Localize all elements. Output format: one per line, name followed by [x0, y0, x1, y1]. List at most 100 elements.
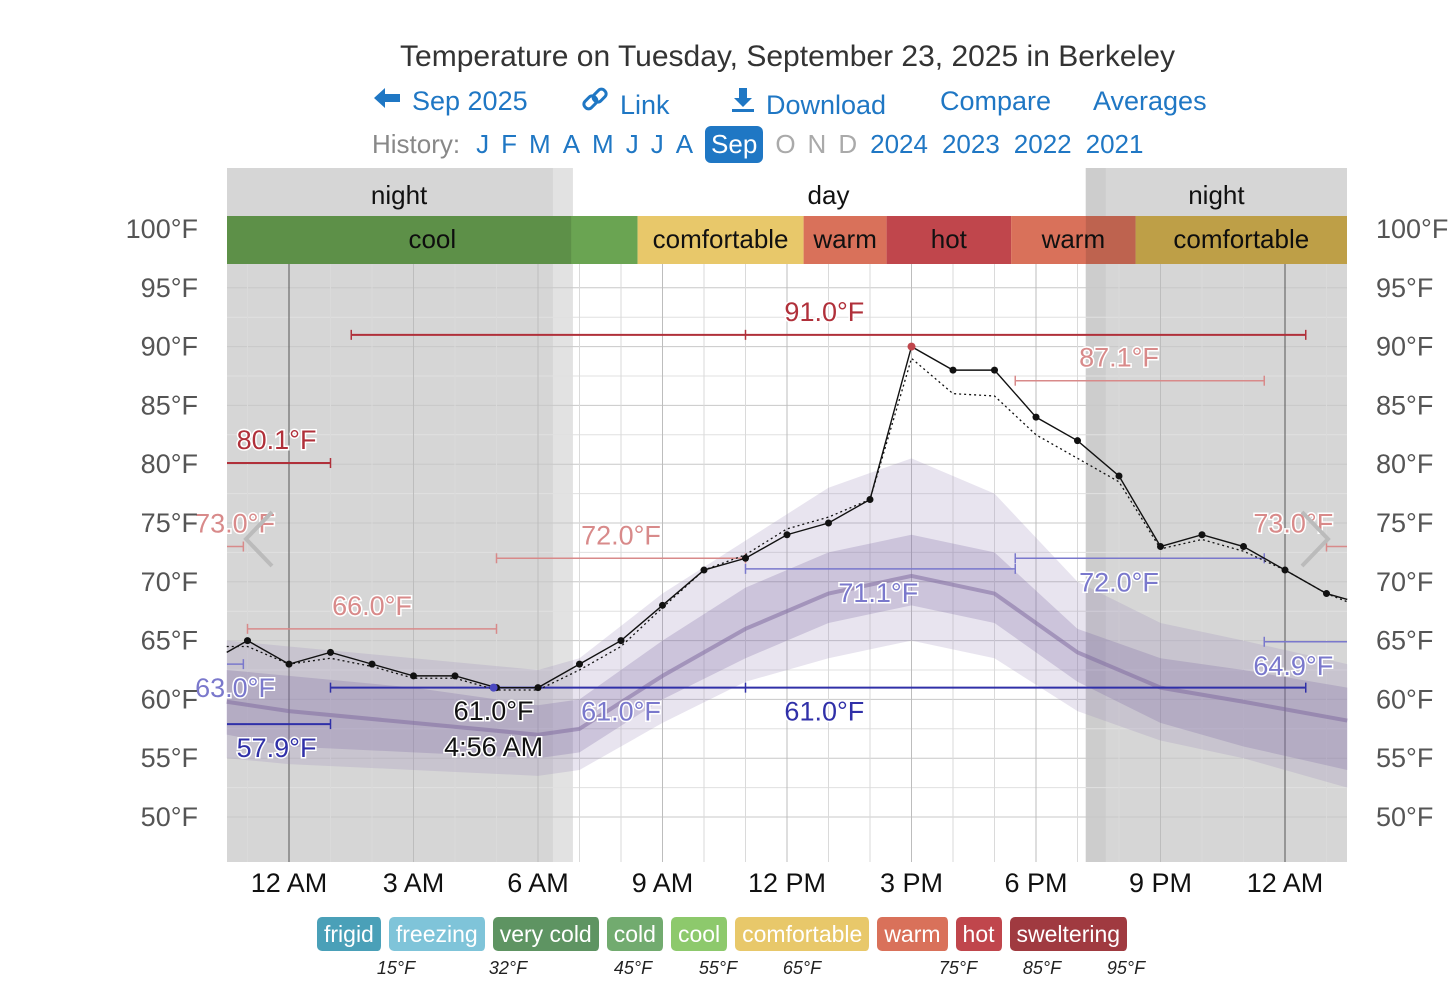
download-button[interactable]: Download [730, 86, 886, 122]
y-tick-right-1: 95°F [1376, 273, 1433, 303]
min-point [489, 683, 498, 692]
history-month-4[interactable]: M [592, 129, 614, 159]
annotation-label-5: 72.0°F [581, 520, 661, 550]
history-month-2[interactable]: M [529, 129, 551, 159]
y-tick-left-7: 65°F [141, 626, 198, 656]
y-tick-left-5: 75°F [141, 508, 198, 538]
min-callout-time: 4:56 AM [444, 732, 543, 762]
legend-threshold: 55°F [698, 958, 738, 978]
history-month-6[interactable]: J [650, 129, 664, 159]
compare-link[interactable]: Compare [940, 86, 1052, 116]
band-night-overlay-0 [227, 216, 572, 264]
temperature-point [659, 601, 666, 609]
history-month-10: N [807, 129, 827, 159]
annotation-label-7: 71.1°F [838, 578, 918, 608]
legend-item-freezing[interactable]: freezing [388, 917, 487, 951]
y-tick-right-5: 75°F [1376, 508, 1433, 538]
history-year-2023[interactable]: 2023 [941, 129, 1000, 159]
legend-item-warm[interactable]: warm [877, 917, 950, 951]
legend-item-comfortable[interactable]: comfortable [735, 917, 872, 951]
comfort-band-label-5: comfortable [1173, 224, 1309, 254]
legend-threshold: 95°F [1106, 958, 1146, 978]
legend-item-very-cold[interactable]: very cold [492, 917, 601, 951]
temperature-point [1281, 566, 1289, 574]
averages-link[interactable]: Averages [1093, 86, 1207, 116]
y-tick-left-0: 100°F [126, 214, 198, 244]
link-button[interactable]: Link [580, 86, 670, 122]
legend-item-cool[interactable]: cool [670, 917, 730, 951]
history-month-3[interactable]: A [562, 129, 581, 159]
temperature-point [1115, 472, 1123, 480]
normal-band-outer [226, 458, 1348, 788]
comfort-band-label-2: warm [812, 224, 877, 254]
arrow-left-icon [372, 86, 402, 117]
history-year-2021[interactable]: 2021 [1085, 129, 1144, 159]
annotation-label-13: 57.9°F [237, 733, 317, 763]
temperature-point [949, 366, 957, 374]
y-tick-right-10: 50°F [1376, 802, 1433, 832]
history-month-5[interactable]: J [625, 129, 639, 159]
legend-threshold: 75°F [938, 958, 978, 978]
history-month-8[interactable]: Sep [705, 126, 764, 163]
annotation-label-6: 66.0°F [332, 591, 412, 621]
comfort-legend: frigid freezing very cold cold cool comfortab… [317, 917, 1130, 953]
next-day-arrow[interactable] [1298, 508, 1334, 570]
annotation-label-11: 61.0°F [784, 697, 864, 727]
link-label: Link [620, 90, 670, 120]
page-title: Temperature on Tuesday, September 23, 20… [400, 40, 1175, 73]
annotation-label-9: 64.9°F [1253, 651, 1333, 681]
band-night-overlay-2 [1085, 216, 1347, 264]
y-tick-left-9: 55°F [141, 743, 198, 773]
x-tick-0: 12 AM [251, 868, 328, 898]
annotation-label-2: 80.1°F [237, 425, 317, 455]
y-tick-left-8: 60°F [141, 684, 198, 714]
download-label: Download [766, 90, 887, 120]
y-tick-right-7: 65°F [1376, 626, 1433, 656]
annotation-label-4: 73.0°F [1253, 509, 1333, 539]
history-year-2022[interactable]: 2022 [1013, 129, 1072, 159]
legend-thresholds: 15°F 32°F 45°F 55°F 65°F 75°F 85°F 95°F [0, 958, 1456, 982]
temperature-point [1074, 437, 1081, 445]
series-line-1 [226, 357, 1348, 691]
history-month-11: D [838, 129, 858, 159]
temperature-point [327, 648, 334, 656]
comfort-band-2 [803, 216, 887, 264]
annotation-label-1: 87.1°F [1079, 343, 1159, 373]
comfort-band-label-1: comfortable [653, 224, 789, 254]
annotation-label-10: 63.0°F [195, 673, 275, 703]
download-icon [730, 86, 756, 121]
link-icon [580, 86, 610, 121]
temperature-point [825, 519, 832, 527]
temperature-point [244, 637, 251, 645]
y-tick-left-2: 90°F [141, 332, 198, 362]
y-tick-right-4: 80°F [1376, 449, 1433, 479]
history-month-7[interactable]: A [675, 129, 694, 159]
legend-item-cold[interactable]: cold [606, 917, 665, 951]
back-month-label: Sep 2025 [412, 86, 528, 116]
x-tick-5: 3 PM [880, 868, 943, 898]
comfort-band-4 [1011, 216, 1136, 264]
y-tick-right-0: 100°F [1376, 214, 1448, 244]
comfort-band-0 [227, 216, 638, 264]
y-tick-left-3: 85°F [141, 390, 198, 420]
temperature-point [617, 637, 625, 645]
temperature-point [783, 531, 791, 539]
temperature-point [742, 554, 749, 562]
legend-threshold: 15°F [376, 958, 416, 978]
x-tick-8: 12 AM [1247, 868, 1324, 898]
legend-threshold: 32°F [488, 958, 528, 978]
y-tick-left-10: 50°F [141, 802, 198, 832]
legend-item-hot[interactable]: hot [955, 917, 1004, 951]
history-year-2024[interactable]: 2024 [870, 129, 928, 159]
back-month-link[interactable]: Sep 2025 [372, 86, 528, 122]
y-tick-right-9: 55°F [1376, 743, 1433, 773]
normal-band-inner [226, 534, 1348, 770]
y-tick-left-6: 70°F [141, 567, 198, 597]
legend-item-frigid[interactable]: frigid [317, 917, 383, 951]
legend-item-sweltering[interactable]: sweltering [1009, 917, 1130, 951]
history-month-1[interactable]: F [501, 129, 518, 159]
previous-day-arrow[interactable] [240, 508, 276, 570]
history-month-9: O [775, 129, 796, 159]
history-month-0[interactable]: J [476, 129, 490, 159]
